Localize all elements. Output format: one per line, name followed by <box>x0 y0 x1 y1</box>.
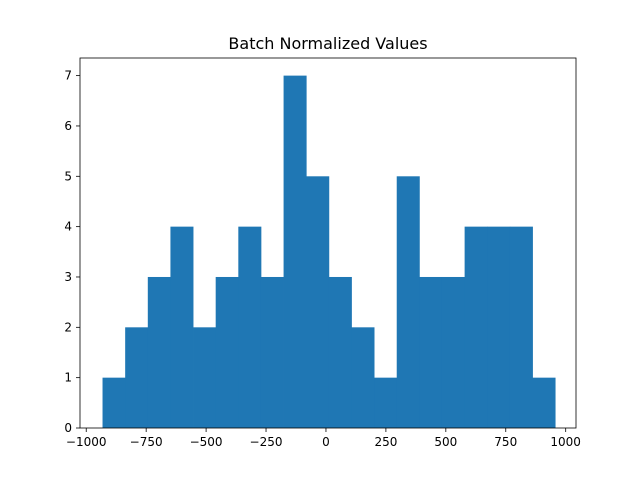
histogram-bar <box>260 276 284 428</box>
histogram-bar <box>147 276 171 428</box>
histogram-bar <box>419 276 443 428</box>
y-tick-label: 0 <box>64 421 72 435</box>
x-tick-label: −250 <box>250 435 283 449</box>
x-tick-label: 250 <box>374 435 397 449</box>
histogram-bar <box>396 176 420 428</box>
x-tick-label: −500 <box>190 435 223 449</box>
histogram-bar <box>328 276 352 428</box>
histogram-bar <box>193 327 217 428</box>
x-tick-label: −1000 <box>66 435 107 449</box>
histogram-bar <box>351 327 375 428</box>
histogram-bar <box>306 176 330 428</box>
x-axis-ticks: −1000 −750 −500 −250 0 250 500 750 1000 <box>66 428 581 449</box>
histogram-bar <box>102 377 126 428</box>
plot-frame <box>79 57 577 429</box>
y-tick-label: 5 <box>64 169 72 183</box>
y-tick-label: 2 <box>64 320 72 334</box>
histogram-bar <box>283 75 307 429</box>
x-tick-label: −750 <box>130 435 163 449</box>
y-axis-ticks: 0 1 2 3 4 5 6 7 <box>64 69 80 435</box>
y-tick-label: 6 <box>64 119 72 133</box>
histogram-bar <box>464 226 488 428</box>
y-tick-label: 7 <box>64 69 72 83</box>
histogram-bar <box>374 377 398 428</box>
histogram-bar <box>125 327 149 428</box>
y-tick-label: 3 <box>64 270 72 284</box>
histogram-bar <box>441 276 466 428</box>
histogram-bar <box>170 226 194 428</box>
y-tick-label: 4 <box>64 220 72 234</box>
x-tick-label: 0 <box>322 435 330 449</box>
histogram-bars <box>102 75 556 429</box>
histogram-bar <box>532 377 556 428</box>
histogram-bar <box>215 276 239 428</box>
histogram-bar <box>487 226 511 428</box>
y-tick-label: 1 <box>64 371 72 385</box>
x-tick-label: 500 <box>434 435 457 449</box>
chart-title: Batch Normalized Values <box>228 34 427 53</box>
x-tick-label: 1000 <box>550 435 581 449</box>
histogram-bar <box>238 226 262 428</box>
histogram-bar <box>509 226 533 428</box>
x-tick-label: 750 <box>494 435 517 449</box>
